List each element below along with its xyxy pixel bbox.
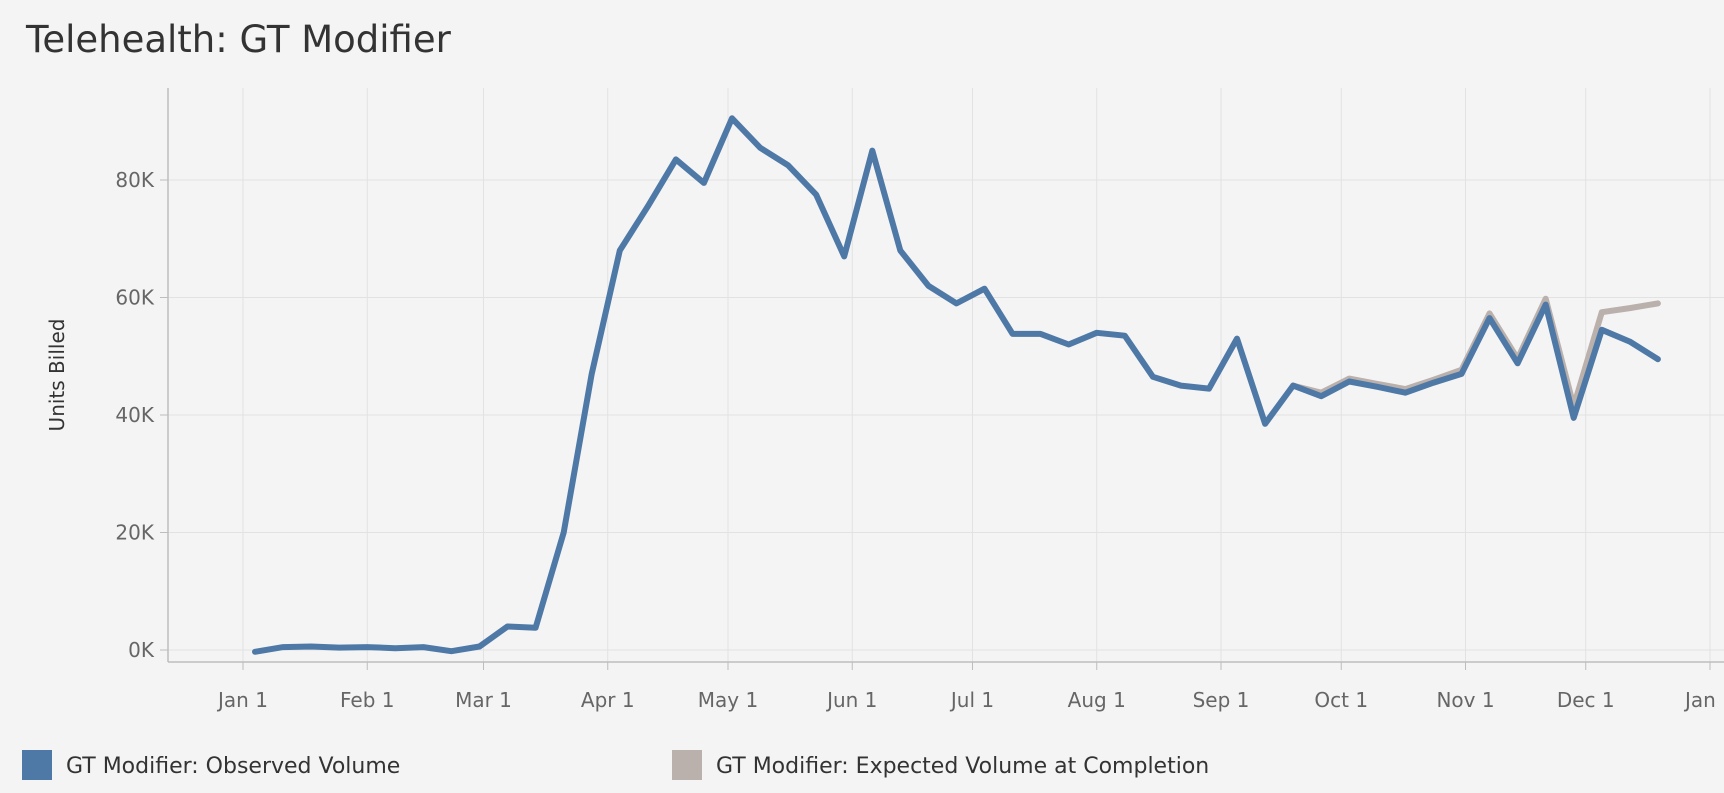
data-point — [1405, 392, 1406, 393]
data-point — [816, 194, 817, 195]
legend-label-0: GT Modifier: Observed Volume — [66, 754, 400, 779]
series-line-0 — [252, 115, 1661, 655]
data-point — [339, 647, 340, 648]
legend-label-1: GT Modifier: Expected Volume at Completi… — [716, 754, 1209, 779]
data-point — [1377, 386, 1378, 387]
data-point — [928, 285, 929, 286]
x-tick-label: Nov 1 — [1436, 688, 1494, 712]
data-point — [788, 165, 789, 166]
y-tick-label: 40K — [115, 403, 154, 427]
x-tick-label: Jul 1 — [949, 688, 994, 712]
data-point — [1657, 359, 1658, 360]
data-point — [1152, 376, 1153, 377]
x-tick-label: Feb 1 — [340, 688, 395, 712]
chart-title: Telehealth: GT Modifier — [26, 18, 451, 61]
data-point — [1489, 313, 1490, 314]
data-point — [1068, 344, 1069, 345]
x-tick-label: Aug 1 — [1068, 688, 1126, 712]
data-point — [1629, 341, 1630, 342]
y-axis-title: Units Billed — [45, 319, 69, 432]
x-tick-label: Jan 1 — [1683, 688, 1724, 712]
data-point — [1180, 385, 1181, 386]
x-tick-label: Jan 1 — [216, 688, 268, 712]
gridlines — [168, 88, 1724, 662]
data-point — [367, 647, 368, 648]
data-point — [619, 250, 620, 251]
data-point — [1601, 312, 1602, 313]
data-point — [844, 256, 845, 257]
data-point — [1545, 304, 1546, 305]
data-point — [1433, 382, 1434, 383]
data-point — [1629, 308, 1630, 309]
data-point — [311, 646, 312, 647]
x-tick-label: May 1 — [698, 688, 758, 712]
data-point — [1096, 332, 1097, 333]
x-tick-label: Sep 1 — [1193, 688, 1250, 712]
data-point — [900, 250, 901, 251]
data-point — [563, 532, 564, 533]
data-point — [1349, 381, 1350, 382]
data-point — [1265, 423, 1266, 424]
legend: GT Modifier: Observed Volume GT Modifier:… — [22, 750, 1209, 780]
data-point — [956, 303, 957, 304]
data-point — [1601, 329, 1602, 330]
data-point — [1237, 338, 1238, 339]
data-point — [760, 147, 761, 148]
legend-swatch-1 — [672, 750, 702, 780]
y-tick-label: 80K — [115, 168, 154, 192]
y-tick-label: 20K — [115, 521, 154, 545]
y-tick-label: 60K — [115, 286, 154, 310]
data-point — [1517, 363, 1518, 364]
data-point — [1657, 303, 1658, 304]
x-tick-label: Apr 1 — [581, 688, 635, 712]
x-tick-label: Oct 1 — [1314, 688, 1368, 712]
data-point — [283, 647, 284, 648]
data-point — [1461, 373, 1462, 374]
x-tick-label: Jun 1 — [825, 688, 877, 712]
legend-swatch-0 — [22, 750, 52, 780]
series-layer — [252, 115, 1661, 655]
data-point — [479, 646, 480, 647]
data-point — [1573, 417, 1574, 418]
data-point — [984, 288, 985, 289]
data-point — [1489, 318, 1490, 319]
x-tick-label: Mar 1 — [455, 688, 512, 712]
data-point — [675, 159, 676, 160]
data-point — [1545, 298, 1546, 299]
x-tick-label: Dec 1 — [1557, 688, 1615, 712]
data-point — [535, 627, 536, 628]
axes: Jan 1 Feb 1 Mar 1 Apr 1 May 1 Jun 1 Jul 1 Aug 1… — [45, 88, 1724, 712]
data-point — [732, 118, 733, 119]
data-point — [703, 182, 704, 183]
data-point — [395, 648, 396, 649]
data-point — [507, 626, 508, 627]
data-point — [1124, 335, 1125, 336]
data-point — [255, 651, 256, 652]
data-point — [451, 651, 452, 652]
data-point — [591, 373, 592, 374]
data-point — [1040, 333, 1041, 334]
data-point — [1209, 388, 1210, 389]
data-point — [1012, 333, 1013, 334]
y-tick-label: 0K — [128, 638, 155, 662]
data-point — [647, 206, 648, 207]
data-point — [1293, 385, 1294, 386]
data-point — [872, 150, 873, 151]
data-point — [1321, 396, 1322, 397]
data-point — [423, 647, 424, 648]
